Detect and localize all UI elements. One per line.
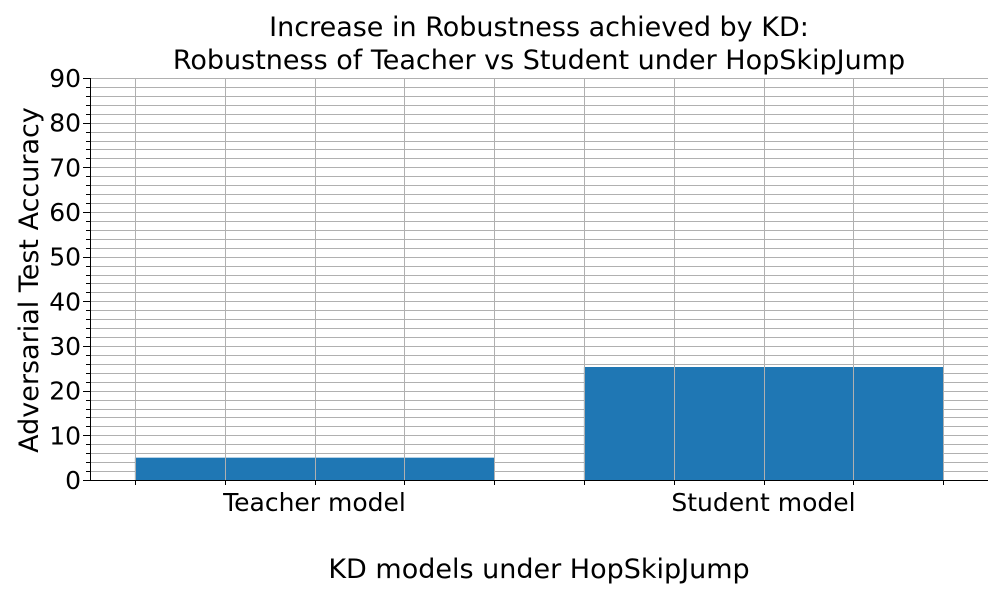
y-tick-label: 80 — [49, 109, 81, 138]
axes — [90, 78, 988, 481]
y-tick-label: 10 — [49, 421, 81, 450]
y-axis-label: Adversarial Test Accuracy — [14, 107, 45, 453]
y-tick-label: 0 — [65, 466, 81, 495]
y-tick-label: 60 — [49, 198, 81, 227]
x-grid — [135, 78, 944, 480]
y-tick-label: 30 — [49, 332, 81, 361]
x-axis-label: KD models under HopSkipJump — [328, 554, 749, 585]
y-tick-label: 90 — [49, 64, 81, 93]
y-tick-label: 50 — [49, 243, 81, 272]
bar-teacher-model — [134, 457, 495, 480]
chart-title-line-1: Increase in Robustness achieved by KD: — [269, 12, 809, 43]
y-ticks: 0 10 20 30 40 50 60 70 80 90 — [49, 64, 90, 495]
chart-title-line-2: Robustness of Teacher vs Student under H… — [173, 45, 905, 76]
grid — [90, 78, 988, 481]
x-tick-label: Student model — [671, 488, 855, 517]
bar-student-model — [583, 366, 944, 480]
y-tick-label: 70 — [49, 153, 81, 182]
x-tick-label: Teacher model — [222, 488, 406, 517]
y-tick-label: 40 — [49, 287, 81, 316]
x-ticks: Teacher model Student model — [135, 480, 944, 517]
y-tick-label: 20 — [49, 377, 81, 406]
bars — [134, 366, 944, 480]
